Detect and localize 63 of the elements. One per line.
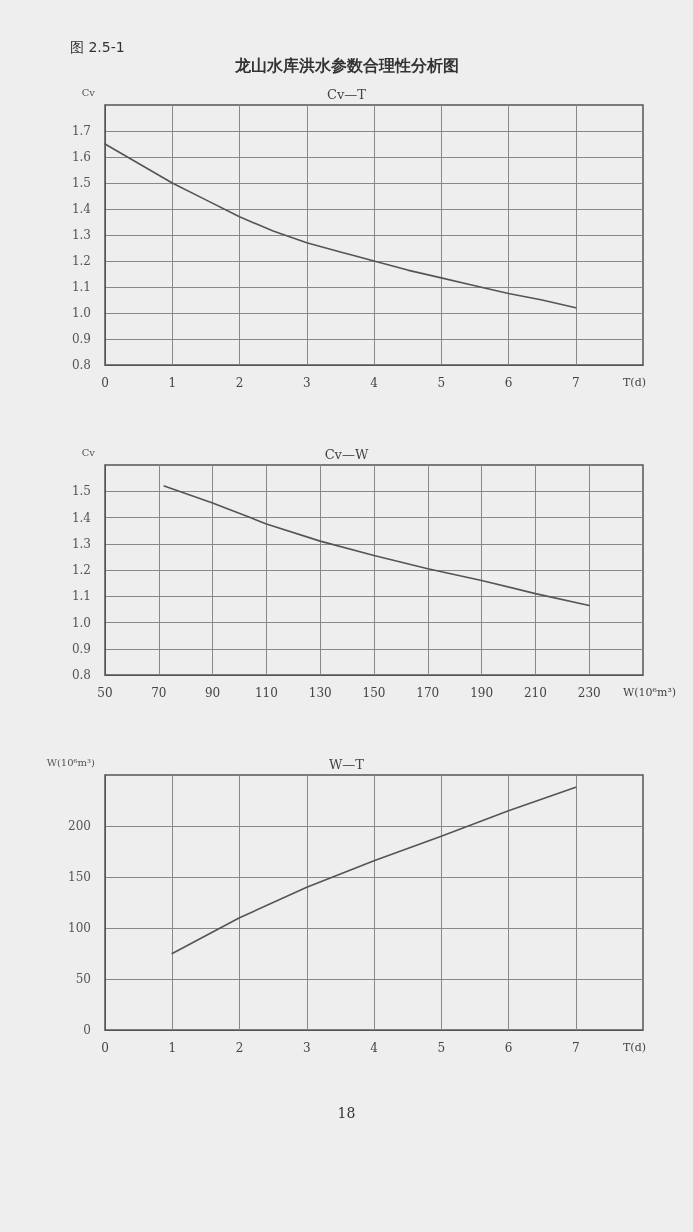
y-tick-label: 0.8 xyxy=(71,668,91,682)
x-tick-label: 90 xyxy=(204,686,221,700)
y-tick-label: 1.4 xyxy=(71,510,92,525)
x-tick-label: 7 xyxy=(571,1041,580,1055)
y-tick-label: 200 xyxy=(68,819,91,833)
y-tick-label: 1.5 xyxy=(71,176,91,190)
y-tick-label: 1.5 xyxy=(71,484,91,499)
text: 18 xyxy=(337,1105,356,1121)
x-tick-label: 7 xyxy=(571,376,580,390)
y-tick-label: 1.0 xyxy=(71,615,91,630)
y-tick-label: 1.1 xyxy=(71,589,91,604)
y-tick-label: 0 xyxy=(83,1023,91,1037)
x-tick-label: 3 xyxy=(302,1041,311,1055)
x-tick-label: 130 xyxy=(308,686,332,700)
x-tick-label: 210 xyxy=(523,686,547,700)
x-tick-label: 230 xyxy=(577,686,601,700)
y-tick-label: 150 xyxy=(68,870,91,884)
x-tick-label: 0 xyxy=(101,1041,109,1055)
chart-subtitle: W—T xyxy=(328,757,365,772)
line-series xyxy=(171,786,577,955)
x-tick-label: 0 xyxy=(101,376,109,390)
line-series xyxy=(163,485,590,607)
y-tick-label: 1.1 xyxy=(71,280,91,294)
chart-subtitle: Cv—T xyxy=(327,87,367,102)
y-tick-label: 0.8 xyxy=(71,358,91,372)
x-tick-label: 5 xyxy=(437,1041,446,1055)
y-tick-label: 1.0 xyxy=(71,306,91,320)
x-tick-label: 5 xyxy=(437,376,446,390)
y-tick-label: 1.3 xyxy=(71,536,91,551)
y-tick-label: 1.7 xyxy=(71,124,91,138)
y-tick-label: 1.6 xyxy=(71,150,91,164)
y-tick-label: 1.4 xyxy=(71,202,92,216)
y-tick-label: 1.3 xyxy=(71,228,91,242)
y-tick-label: 1.2 xyxy=(71,254,91,268)
x-tick-label: 2 xyxy=(235,1041,244,1055)
x-tick-label: 1 xyxy=(168,1041,177,1055)
x-tick-label: 6 xyxy=(504,1041,513,1055)
x-tick-label: 4 xyxy=(370,1041,379,1055)
y-axis-title: Cv xyxy=(81,446,96,458)
chart-subtitle: Cv—W xyxy=(324,447,369,462)
x-tick-label: 1 xyxy=(168,376,177,390)
y-tick-label: 0.9 xyxy=(71,332,91,346)
chart-title: 龙山水库洪水参数合理性分析图 xyxy=(233,55,459,75)
x-tick-label: 150 xyxy=(362,686,386,700)
y-axis-title: W(10⁶m³) xyxy=(46,756,96,768)
y-tick-label: 50 xyxy=(75,972,91,986)
x-tick-label: 190 xyxy=(470,686,494,700)
x-tick-label: 4 xyxy=(370,376,379,390)
y-axis-title: Cv xyxy=(81,86,96,98)
y-tick-label: 100 xyxy=(68,921,91,935)
x-tick-label: 6 xyxy=(504,376,513,390)
x-tick-label: 170 xyxy=(416,686,440,700)
x-axis-title: T(d) xyxy=(623,1041,646,1054)
x-axis-title: T(d) xyxy=(623,376,646,389)
x-tick-label: 50 xyxy=(97,686,113,700)
caption: 图 2.5-1 xyxy=(70,39,125,55)
y-tick-label: 1.2 xyxy=(71,563,91,577)
x-tick-label: 110 xyxy=(254,686,278,700)
x-tick-label: 70 xyxy=(151,686,167,700)
x-axis-title: W(10⁶m³) xyxy=(623,686,677,699)
x-tick-label: 3 xyxy=(302,376,311,390)
x-tick-label: 2 xyxy=(235,376,244,390)
y-tick-label: 0.9 xyxy=(71,641,91,656)
